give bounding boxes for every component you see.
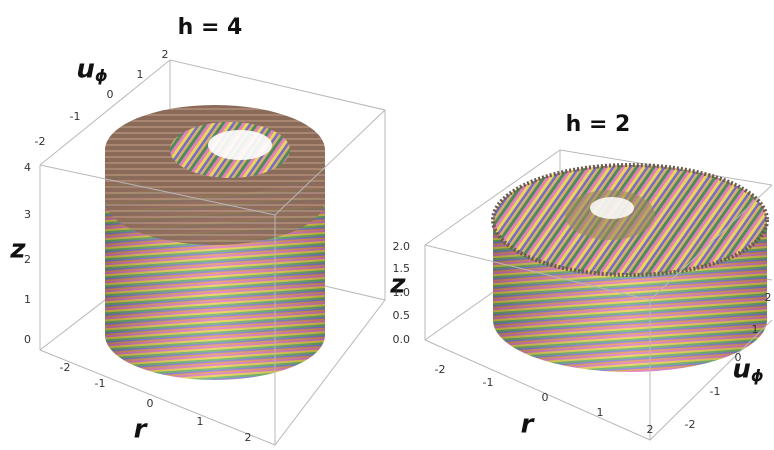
z-tick-label: 1 xyxy=(24,293,31,306)
u-tick-label: 2 xyxy=(765,291,772,304)
u-tick-label: -1 xyxy=(710,385,721,398)
z-tick-label: 3 xyxy=(24,208,31,221)
panel-1-surface xyxy=(105,105,325,380)
u-tick-label: 0 xyxy=(735,351,742,364)
u-tick-label: 1 xyxy=(752,323,759,336)
axis-subscript: ϕ xyxy=(95,66,108,85)
r-tick-label: 0 xyxy=(542,391,549,404)
z-tick-label: 2 xyxy=(24,253,31,266)
r-tick-label: 2 xyxy=(245,431,252,444)
u-tick-label: 2 xyxy=(162,48,169,61)
page: {"panels": [ {"title": "h = 4", "z": {"l… xyxy=(0,0,774,450)
z-tick-label: 1.5 xyxy=(393,262,411,275)
z-tick-label: 0.0 xyxy=(393,333,411,346)
u-tick-label: -2 xyxy=(35,135,46,148)
z-tick-label: 1.0 xyxy=(393,286,411,299)
u-tick-label: 1 xyxy=(137,68,144,81)
r-tick-label: 1 xyxy=(597,406,604,419)
z-tick-label: 0.5 xyxy=(393,309,411,322)
axis-label: uϕ xyxy=(76,55,108,85)
r-tick-label: 0 xyxy=(147,397,154,410)
axis-label: r xyxy=(134,415,149,445)
axis-label: r xyxy=(521,410,536,440)
panel-2-surface xyxy=(493,165,767,372)
z-tick-label: 4 xyxy=(24,161,31,174)
z-tick-label: 2.0 xyxy=(393,240,411,253)
panel-title: h = 4 xyxy=(178,15,243,40)
u-tick-label: -1 xyxy=(70,110,81,123)
panel-title: h = 2 xyxy=(566,112,631,137)
r-tick-label: 1 xyxy=(197,415,204,428)
r-tick-label: -2 xyxy=(435,363,446,376)
u-tick-label: 0 xyxy=(107,88,114,101)
figure: h = 4z01234r-2-1012uϕ-2-1012h = 2z0.00.5… xyxy=(0,0,774,450)
z-tick-label: 0 xyxy=(24,333,31,346)
r-tick-label: -1 xyxy=(95,377,106,390)
r-tick-label: 2 xyxy=(647,423,654,436)
u-tick-label: -2 xyxy=(685,418,696,431)
r-tick-label: -1 xyxy=(483,376,494,389)
r-tick-label: -2 xyxy=(60,361,71,374)
axis-subscript: ϕ xyxy=(751,366,764,385)
